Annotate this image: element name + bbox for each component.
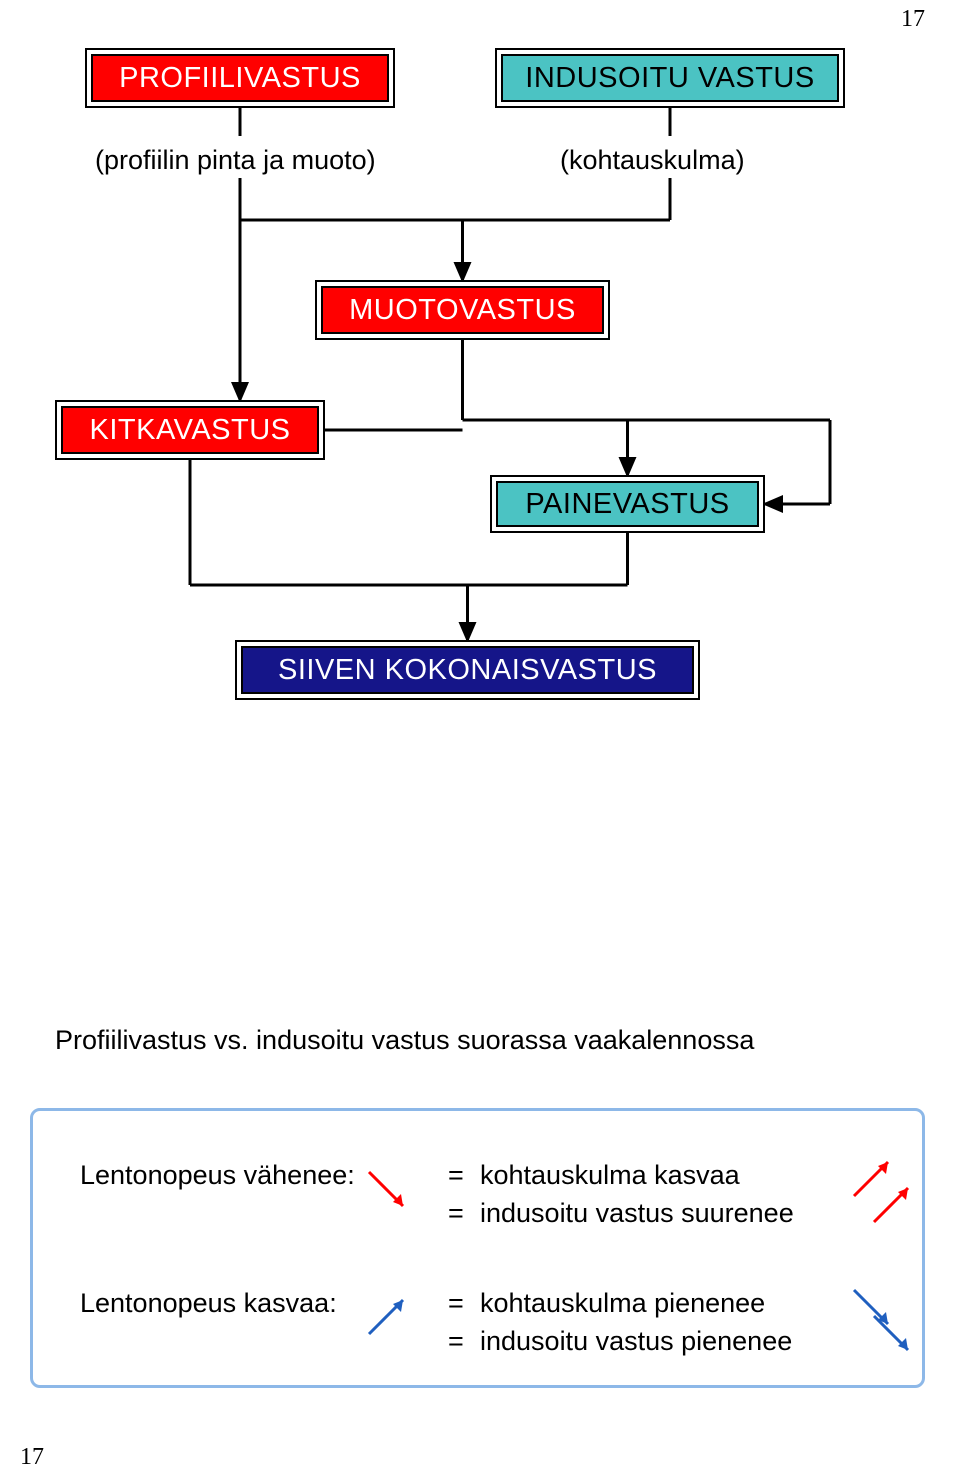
node-painevastus: PAINEVASTUS — [490, 475, 765, 533]
node-kokonaisvastus: SIIVEN KOKONAISVASTUS — [235, 640, 700, 700]
node-muotovastus: MUOTOVASTUS — [315, 280, 610, 340]
node-indusoitu-label: INDUSOITU VASTUS — [501, 54, 839, 102]
subtitle-right: (kohtauskulma) — [560, 145, 745, 176]
summary-row-1-line-0: kohtauskulma pienenee — [480, 1288, 765, 1319]
subtitle-left: (profiilin pinta ja muoto) — [95, 145, 376, 176]
node-painevastus-label: PAINEVASTUS — [496, 481, 759, 527]
node-profiilivastus: PROFIILIVASTUS — [85, 48, 395, 108]
summary-row-0-eq-1: = — [448, 1198, 464, 1229]
node-muotovastus-label: MUOTOVASTUS — [321, 286, 604, 334]
node-kitkavastus: KITKAVASTUS — [55, 400, 325, 460]
section-heading: Profiilivastus vs. indusoitu vastus suor… — [55, 1025, 754, 1056]
summary-row-0-eq-0: = — [448, 1160, 464, 1191]
summary-row-0-line-1: indusoitu vastus suurenee — [480, 1198, 794, 1229]
summary-row-1-eq-0: = — [448, 1288, 464, 1319]
node-profiilivastus-label: PROFIILIVASTUS — [91, 54, 389, 102]
summary-row-0-label: Lentonopeus vähenee: — [80, 1160, 355, 1191]
summary-row-1-eq-1: = — [448, 1326, 464, 1357]
node-kitkavastus-label: KITKAVASTUS — [61, 406, 319, 454]
summary-row-0-line-0: kohtauskulma kasvaa — [480, 1160, 740, 1191]
node-indusoitu: INDUSOITU VASTUS — [495, 48, 845, 108]
page-number-bottom: 17 — [20, 1444, 44, 1471]
summary-row-1-line-1: indusoitu vastus pienenee — [480, 1326, 792, 1357]
node-kokonaisvastus-label: SIIVEN KOKONAISVASTUS — [241, 646, 694, 694]
summary-row-1-label: Lentonopeus kasvaa: — [80, 1288, 337, 1319]
page-number-top: 17 — [901, 6, 925, 33]
